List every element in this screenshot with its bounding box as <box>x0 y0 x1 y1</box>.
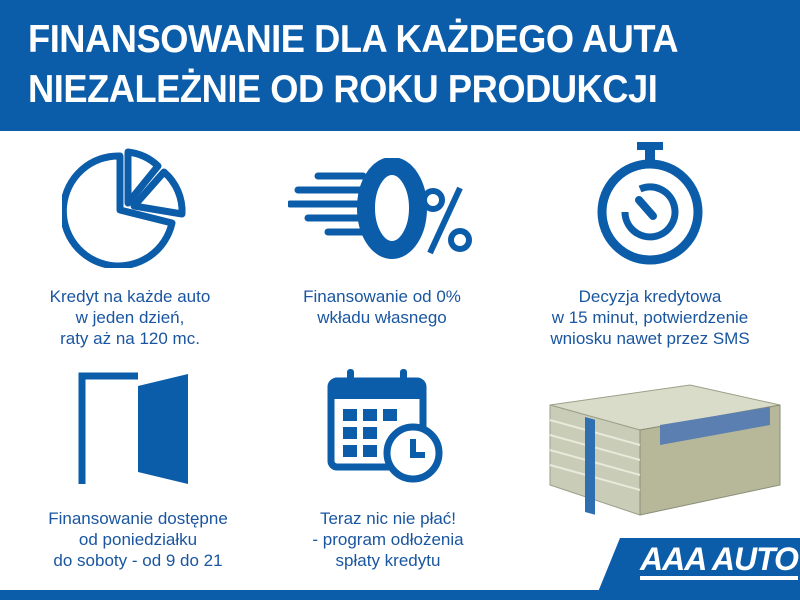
zero-percent-icon <box>288 158 472 259</box>
caption-line: Kredyt na każde auto <box>49 287 211 306</box>
caption-line: w 15 minut, potwierdzenie <box>551 308 749 327</box>
stopwatch-icon <box>597 142 703 265</box>
bottom-stripe <box>0 590 800 600</box>
headline-line-1: FINANSOWANIE DLA KAŻDEGO AUTA <box>28 18 679 61</box>
caption-line: Finansowanie dostępne <box>48 509 228 528</box>
caption-line: wkładu własnego <box>317 308 447 327</box>
caption-line: w jeden dzień, <box>75 308 185 327</box>
feature-caption-decision: Decyzja kredytowa w 15 minut, potwierdze… <box>520 286 780 349</box>
caption-line: wniosku nawet przez SMS <box>550 329 750 348</box>
feature-caption-credit: Kredyt na każde auto w jeden dzień, raty… <box>0 286 260 349</box>
caption-line: raty aż na 120 mc. <box>60 329 200 348</box>
headline-line-2: NIEZALEŻNIE OD ROKU PRODUKCJI <box>28 68 658 111</box>
caption-line: - program odłożenia <box>312 530 464 549</box>
caption-line: od poniedziałku <box>78 530 198 549</box>
pie-chart-icon <box>62 148 186 268</box>
feature-caption-zero-percent: Finansowanie od 0% wkładu własnego <box>252 286 512 328</box>
caption-line: do soboty - od 9 do 21 <box>53 551 223 570</box>
calendar-clock-icon <box>327 369 443 483</box>
banknote-stack-image <box>549 384 781 516</box>
open-door-icon <box>78 372 188 484</box>
caption-line: spłaty kredytu <box>335 551 441 570</box>
aaa-auto-logo: AAA AUTO <box>640 542 799 580</box>
header-banner: FINANSOWANIE DLA KAŻDEGO AUTA NIEZALEŻNI… <box>0 0 800 131</box>
feature-caption-deferral: Teraz nic nie płać! - program odłożenia … <box>258 508 518 571</box>
feature-caption-hours: Finansowanie dostępne od poniedziałku do… <box>8 508 268 571</box>
caption-line: Finansowanie od 0% <box>303 287 461 306</box>
caption-line: Teraz nic nie płać! <box>319 509 457 528</box>
caption-line: Decyzja kredytowa <box>578 287 722 306</box>
